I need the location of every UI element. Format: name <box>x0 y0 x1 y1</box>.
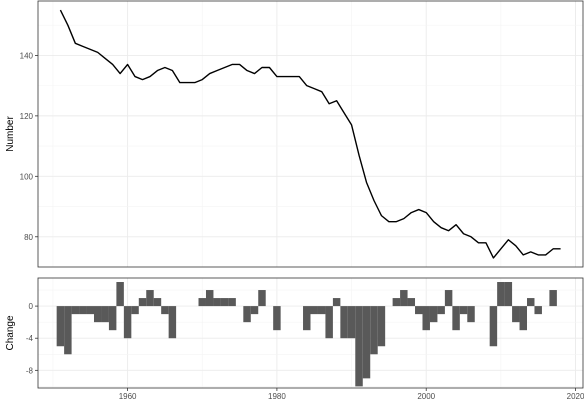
change-bar <box>400 290 408 307</box>
change-bar <box>198 298 206 307</box>
change-bar <box>325 306 333 339</box>
change-bar <box>377 306 386 347</box>
change-bar <box>497 282 505 307</box>
change-bar <box>392 298 401 307</box>
change-bar <box>146 290 154 307</box>
change-bar <box>108 306 117 331</box>
top-panel-grid <box>38 1 583 267</box>
change-bar <box>250 306 259 315</box>
bottom-panel-border <box>37 277 584 389</box>
top-panel-border <box>37 0 584 268</box>
change-bar <box>205 290 214 307</box>
change-bar <box>459 306 468 315</box>
change-bar <box>273 306 281 331</box>
x-tick-label: 1980 <box>268 392 286 400</box>
change-bar <box>93 306 102 323</box>
change-bar <box>101 306 109 323</box>
change-bar <box>71 306 80 315</box>
change-bar <box>310 306 318 315</box>
top-y-tick-label: 80 <box>24 233 33 242</box>
change-bar <box>362 306 371 379</box>
x-tick-label: 1960 <box>119 392 137 400</box>
change-bar <box>303 306 311 331</box>
bottom-panel-x-axis: 1960 1980 2000 2020 <box>119 388 584 400</box>
change-bar <box>138 298 147 307</box>
change-bar <box>317 306 326 315</box>
change-bar <box>332 298 341 307</box>
change-bar <box>370 306 378 355</box>
change-bar <box>79 306 87 315</box>
change-bar <box>422 306 430 331</box>
change-bar <box>243 306 251 323</box>
top-panel: 80 100 120 140 Number <box>5 0 584 268</box>
top-panel-y-axis: 80 100 120 140 <box>20 51 38 242</box>
change-bar <box>123 306 132 339</box>
top-panel-background <box>38 1 583 267</box>
change-bar <box>407 298 416 307</box>
change-bar <box>534 306 542 315</box>
bottom-y-tick-label: -8 <box>26 366 34 375</box>
change-bar <box>220 298 229 307</box>
bottom-panel: 0 -4 -8 1960 1980 2000 2020 Change <box>5 277 584 400</box>
change-bar <box>415 306 423 315</box>
change-bar <box>467 306 475 323</box>
top-y-tick-label: 140 <box>20 51 34 60</box>
change-bar <box>64 306 72 355</box>
top-y-tick-label: 120 <box>20 112 34 121</box>
change-bar <box>116 282 124 307</box>
bottom-y-tick-label: 0 <box>29 302 34 311</box>
change-bar <box>258 290 266 307</box>
change-bar <box>153 298 162 307</box>
change-bar <box>437 306 445 315</box>
change-bar <box>340 306 348 339</box>
top-panel-line-series <box>59 9 561 259</box>
x-tick-label: 2000 <box>417 392 435 400</box>
change-bar <box>347 306 356 339</box>
change-bar <box>444 290 453 307</box>
change-bar <box>452 306 460 331</box>
change-bar <box>512 306 520 323</box>
change-bar <box>355 306 363 387</box>
change-bar <box>549 290 557 307</box>
bottom-y-tick-label: -4 <box>26 334 34 343</box>
change-bar <box>228 298 236 307</box>
change-bar <box>56 306 65 347</box>
change-bar <box>519 306 528 331</box>
change-bar <box>161 306 169 315</box>
change-bar <box>86 306 94 315</box>
change-bar <box>504 282 513 307</box>
change-bar <box>527 298 535 307</box>
number-line <box>59 9 561 259</box>
change-bar <box>489 306 498 347</box>
change-bar <box>131 306 139 315</box>
change-bar <box>429 306 438 323</box>
bottom-panel-y-axis: 0 -4 -8 <box>26 302 38 375</box>
change-bar <box>213 298 221 307</box>
top-panel-y-axis-title: Number <box>5 116 16 152</box>
top-y-tick-label: 100 <box>20 172 34 181</box>
bottom-panel-bars <box>56 282 557 387</box>
bottom-panel-y-axis-title: Change <box>5 315 16 350</box>
x-tick-label: 2020 <box>567 392 584 400</box>
change-bar <box>168 306 177 339</box>
